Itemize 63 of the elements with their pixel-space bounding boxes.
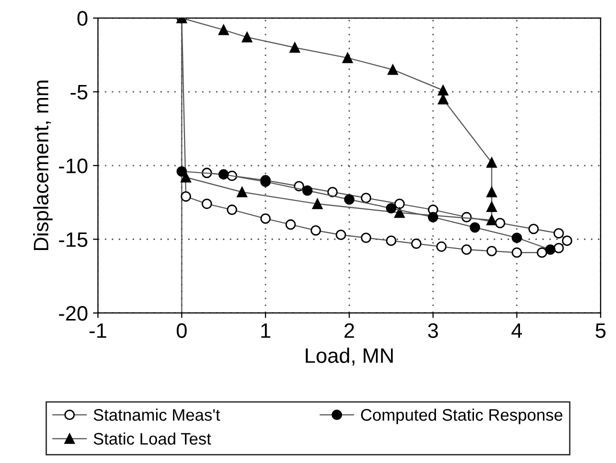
point [386, 203, 396, 214]
point [236, 186, 248, 198]
point [545, 244, 556, 255]
x-tick-label: -1 [90, 323, 106, 338]
point [312, 198, 323, 210]
point [180, 191, 192, 202]
point [360, 192, 372, 204]
point [411, 238, 422, 249]
point [428, 212, 438, 222]
point [394, 208, 405, 218]
point [461, 244, 472, 255]
point [486, 202, 497, 212]
point [226, 204, 238, 215]
point [202, 198, 212, 210]
point [486, 214, 497, 226]
point [470, 222, 480, 233]
point [242, 32, 252, 42]
x-tick-label: 5 [596, 323, 606, 338]
x-tick-label: 3 [428, 323, 438, 338]
point [327, 186, 338, 198]
point [436, 241, 447, 252]
point [554, 242, 564, 254]
point [218, 169, 229, 180]
legend-label: Statnamic Meas't [94, 408, 220, 421]
point [180, 172, 192, 183]
point [342, 52, 353, 64]
point [554, 228, 564, 239]
y-axis-title: Displacement, mm [33, 80, 53, 250]
legend-label: Static Load Test [94, 432, 212, 445]
point [494, 218, 506, 228]
point [512, 232, 522, 243]
x-axis-title: Load, MN [306, 348, 393, 366]
y-tick-label: -10 [59, 158, 88, 174]
point [536, 247, 548, 258]
point [285, 219, 296, 230]
point [336, 230, 346, 240]
y-tick-label: -5 [70, 85, 88, 100]
y-tick-label: 0 [77, 11, 88, 26]
point [388, 64, 398, 75]
point [360, 232, 372, 243]
point [218, 24, 229, 36]
point [438, 85, 448, 96]
point [512, 247, 522, 258]
x-tick-label: 2 [344, 323, 354, 338]
point [176, 166, 187, 177]
point [486, 186, 497, 198]
point [310, 225, 321, 236]
point [486, 157, 497, 168]
point [386, 236, 396, 246]
point [260, 213, 271, 224]
legend-label: Computed Static Response [361, 408, 562, 424]
x-tick-label: 4 [512, 323, 522, 338]
point [486, 246, 497, 256]
point [290, 42, 300, 53]
x-tick-label: 0 [176, 323, 187, 338]
point [528, 224, 539, 234]
point [394, 198, 405, 210]
x-tick-label: 1 [261, 323, 270, 338]
y-tick-label: -15 [59, 232, 88, 248]
point [562, 236, 572, 246]
point [302, 185, 313, 196]
y-tick-label: -20 [59, 306, 88, 321]
point [344, 194, 354, 205]
